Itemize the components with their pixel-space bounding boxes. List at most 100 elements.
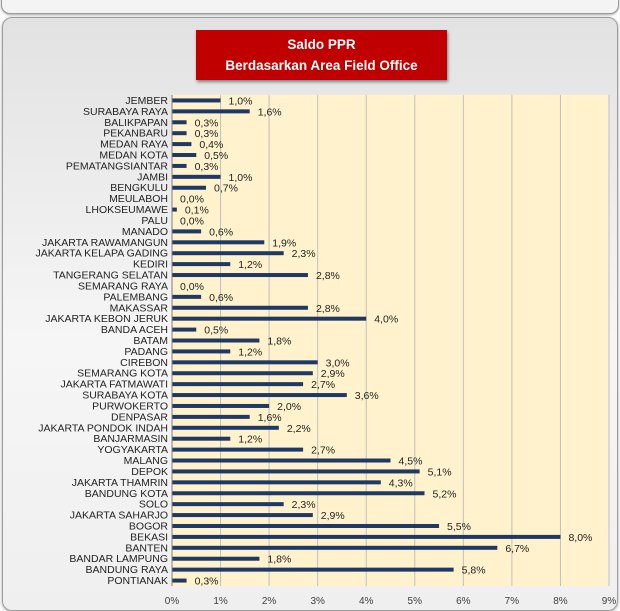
bar xyxy=(172,403,270,408)
category-label: JAKARTA FATMAWATI xyxy=(60,379,168,391)
bar xyxy=(172,523,440,528)
category-label: LHOKSEUMAWE xyxy=(86,204,168,216)
category-label: PURWOKERTO xyxy=(92,400,168,412)
bar xyxy=(172,109,250,114)
bar xyxy=(172,349,231,354)
bar xyxy=(172,513,313,518)
category-label: BENGKULU xyxy=(110,182,168,194)
data-label: 0,1% xyxy=(185,205,209,217)
category-label: PEMATANGSIANTAR xyxy=(66,160,169,172)
bar xyxy=(172,142,192,147)
data-label: 4,0% xyxy=(374,314,398,326)
category-label: BANTEN xyxy=(125,542,168,554)
bar xyxy=(172,545,498,550)
category-label: DEPOK xyxy=(131,466,168,478)
bar xyxy=(172,371,313,376)
bar xyxy=(172,273,308,278)
upper-panel-edge xyxy=(1,0,619,14)
data-label: 0,6% xyxy=(209,292,233,304)
category-label: MALANG xyxy=(124,455,168,467)
data-label: 5,5% xyxy=(447,521,471,533)
data-label: 5,8% xyxy=(462,565,486,577)
data-label: 2,8% xyxy=(316,303,340,315)
bar xyxy=(172,229,202,234)
data-label: 1,0% xyxy=(229,172,253,184)
bar xyxy=(172,262,231,267)
data-label: 0,3% xyxy=(195,161,219,173)
data-label: 2,0% xyxy=(277,401,301,413)
x-tick-label: 2% xyxy=(262,596,277,607)
data-label: 1,2% xyxy=(238,346,262,358)
bar xyxy=(172,327,197,332)
data-label: 4,3% xyxy=(389,477,413,489)
category-label: DENPASAR xyxy=(111,411,168,423)
data-label: 0,3% xyxy=(195,576,219,588)
data-label: 2,3% xyxy=(292,499,316,511)
data-label: 1,8% xyxy=(267,336,291,348)
bar xyxy=(172,163,187,168)
data-label: 1,2% xyxy=(238,434,262,446)
x-tick-label: 7% xyxy=(505,596,520,607)
data-label: 0,5% xyxy=(204,150,228,162)
category-label: TANGERANG SELATAN xyxy=(53,270,168,282)
data-label: 0,7% xyxy=(214,183,238,195)
bar xyxy=(172,382,304,387)
chart-subtitle: Berdasarkan Area Field Office xyxy=(225,58,418,73)
category-label: BANJARMASIN xyxy=(93,433,168,445)
data-label: 5,1% xyxy=(428,466,452,478)
data-label: 0,0% xyxy=(180,194,204,206)
category-label: BANDA ACEH xyxy=(101,324,168,336)
data-label: 1,6% xyxy=(258,412,282,424)
data-label: 3,0% xyxy=(326,357,350,369)
data-label: 0,3% xyxy=(195,117,219,129)
bar xyxy=(172,316,367,321)
category-label: PADANG xyxy=(124,346,168,358)
category-label: SURABAYA KOTA xyxy=(82,390,168,402)
x-tick-label: 6% xyxy=(456,596,471,607)
category-label: SEMARANG RAYA xyxy=(78,280,168,292)
data-label: 3,6% xyxy=(355,390,379,402)
category-label: PEKANBARU xyxy=(103,128,168,140)
category-label: BATAM xyxy=(133,335,168,347)
category-label: BANDUNG RAYA xyxy=(86,564,168,576)
x-tick-label: 4% xyxy=(359,596,374,607)
bar xyxy=(172,534,561,539)
data-label: 2,7% xyxy=(311,379,335,391)
bar xyxy=(172,480,381,485)
category-label: JAKARTA KEBON JERUK xyxy=(45,313,168,325)
x-tick-labels: 0% 1% 2% 3% 4% 5% 6% 7% 8% 9% xyxy=(165,596,617,607)
chart-title: Saldo PPR xyxy=(287,37,356,52)
data-label: 1,9% xyxy=(272,237,296,249)
category-label: MAKASSAR xyxy=(110,302,169,314)
category-label: KEDIRI xyxy=(133,259,168,271)
data-label: 2,2% xyxy=(287,423,311,435)
bar xyxy=(172,153,197,158)
data-label: 0,0% xyxy=(180,281,204,293)
category-label: BALIKPAPAN xyxy=(104,117,168,129)
bar xyxy=(172,578,187,583)
x-tick-label: 9% xyxy=(602,596,617,607)
category-label: PALU xyxy=(141,215,168,227)
category-label: YOGYAKARTA xyxy=(97,444,168,456)
bar xyxy=(172,447,304,452)
category-label: SURABAYA RAYA xyxy=(83,106,168,118)
bar xyxy=(172,567,454,572)
bar xyxy=(172,360,318,365)
bar xyxy=(172,556,260,561)
data-label: 0,5% xyxy=(204,325,228,337)
category-label: JAKARTA THAMRIN xyxy=(72,477,168,489)
category-label: BANDUNG KOTA xyxy=(85,488,168,500)
x-tick-label: 5% xyxy=(408,596,423,607)
data-label: 8,0% xyxy=(568,532,592,544)
category-label: PALEMBANG xyxy=(103,291,168,303)
category-label: JAKARTA RAWAMANGUN xyxy=(42,237,168,249)
bars xyxy=(172,98,561,583)
bar xyxy=(172,131,187,136)
bar xyxy=(172,469,420,474)
category-label: BANDAR LAMPUNG xyxy=(69,553,168,565)
data-label: 0,0% xyxy=(180,215,204,227)
data-label: 2,7% xyxy=(311,445,335,457)
x-tick-label: 8% xyxy=(553,596,568,607)
data-label: 0,3% xyxy=(195,128,219,140)
